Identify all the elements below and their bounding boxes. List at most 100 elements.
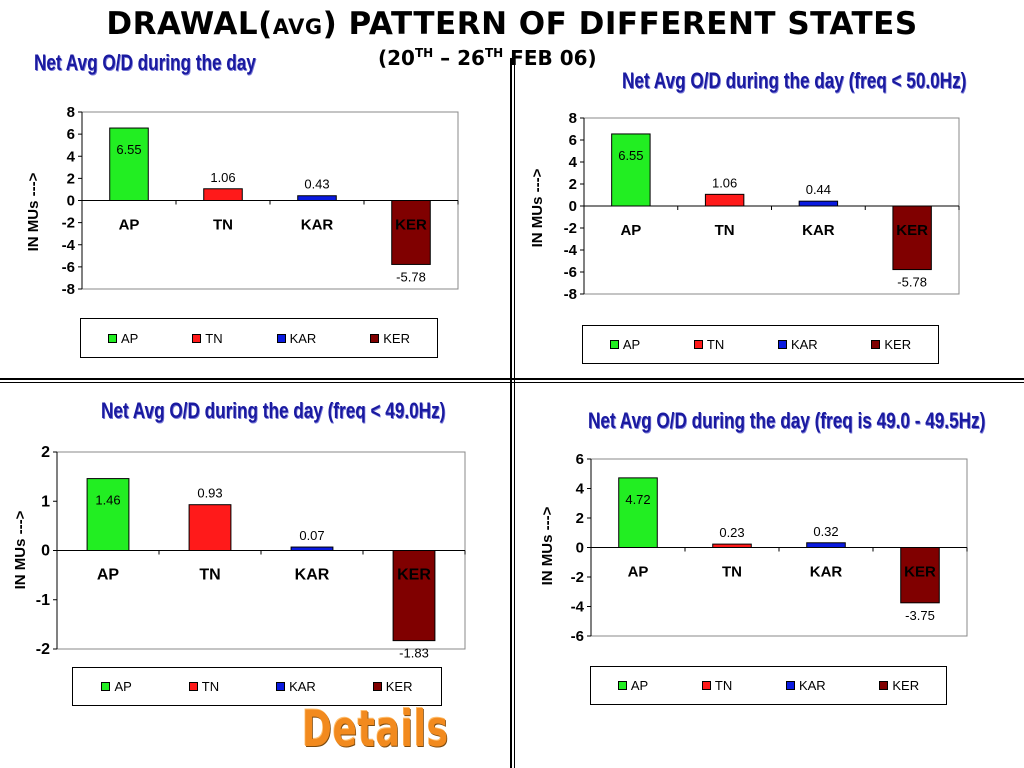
category-label-ker: KER xyxy=(397,567,431,584)
details-link[interactable]: Details xyxy=(302,700,449,758)
category-label-ker: KER xyxy=(395,217,427,234)
bar-ker xyxy=(892,205,932,271)
date-range: (20TH – 26TH FEB 06) xyxy=(378,46,597,70)
category-label-ker: KER xyxy=(896,222,928,239)
bar-tn xyxy=(712,543,752,548)
y-tick-label: -4 xyxy=(62,237,76,254)
bar-kar xyxy=(290,546,334,551)
y-tick-label: -6 xyxy=(564,264,577,281)
horizontal-divider-thin xyxy=(0,382,1024,383)
bar-tn xyxy=(203,188,243,201)
legend-swatch xyxy=(693,340,703,349)
y-tick-label: -1 xyxy=(36,592,50,609)
y-axis-label: IN MUs ---> xyxy=(539,506,556,585)
chart-3: 2 1 0 -1 -2 IN MUs ---> 1.46 AP 0.93 TN 0.07 KAR -1.… xyxy=(12,444,466,661)
legend-item-ker: KER xyxy=(370,331,410,346)
y-tick-label: 4 xyxy=(576,481,585,498)
y-tick-label: -6 xyxy=(62,259,75,276)
y-tick-label: -4 xyxy=(571,599,585,616)
vertical-divider-thin xyxy=(514,58,515,768)
y-tick-label: 0 xyxy=(569,198,577,215)
legend-label: KER xyxy=(884,337,912,352)
bar-kar xyxy=(297,195,337,202)
chart-2-title: Net Avg O/D during the day (freq < 50.0H… xyxy=(622,68,967,93)
bar-ap xyxy=(86,478,130,551)
category-label-tn: TN xyxy=(722,564,742,581)
legend-label: KAR xyxy=(289,330,317,346)
data-label-ker: -1.83 xyxy=(399,646,429,661)
y-tick-label: 4 xyxy=(569,154,578,171)
legend-swatch xyxy=(785,681,795,690)
category-label-kar: KAR xyxy=(810,564,843,581)
legend-swatch xyxy=(107,333,117,343)
page-title: DRAWAL(AVG) PATTERN OF DIFFERENT STATES xyxy=(106,6,918,42)
bar-ap xyxy=(109,127,149,201)
y-tick-label: 6 xyxy=(569,132,577,149)
legend-label: AP xyxy=(114,679,132,694)
y-tick-label: -4 xyxy=(564,242,578,259)
y-tick-label: -8 xyxy=(62,281,75,298)
data-label-ap: 6.55 xyxy=(116,142,141,157)
legend-item-ap: AP xyxy=(609,337,640,352)
title-avg-small-caps: AVG xyxy=(272,15,323,39)
y-axis-label: IN MUs ---> xyxy=(25,172,42,251)
data-label-ap: 4.72 xyxy=(625,492,650,507)
data-label-tn: 1.06 xyxy=(210,170,235,185)
legend-label: TN xyxy=(706,337,725,352)
bar-tn xyxy=(704,193,745,207)
data-label-ker: -3.75 xyxy=(905,608,935,623)
category-label-kar: KAR xyxy=(295,567,330,584)
y-tick-label: 8 xyxy=(67,104,75,121)
legend-swatch xyxy=(276,333,286,343)
chart-1-title: Net Avg O/D during the day xyxy=(34,50,256,75)
category-label-ap: AP xyxy=(119,217,140,234)
y-axis-label: IN MUs ---> xyxy=(12,510,29,589)
chart-1-legend: AP TN KAR KER xyxy=(80,318,438,358)
category-label-tn: TN xyxy=(199,567,220,584)
y-tick-label: 2 xyxy=(67,170,75,187)
legend-label: KER xyxy=(383,330,410,346)
chart-2: 8 6 4 2 0 -2 -4 -6 -8 IN MUs ---> 6.55 AP 1.06 TN 0.44… xyxy=(529,110,960,303)
legend-item-kar: KAR xyxy=(276,330,317,346)
legend-item-tn: TN xyxy=(192,330,223,346)
chart-4-legend: AP TN KAR KER xyxy=(590,666,947,705)
bar-ker xyxy=(392,550,436,642)
legend-label: AP xyxy=(630,678,649,693)
legend-swatch xyxy=(879,681,889,690)
horizontal-divider xyxy=(0,378,1024,380)
chart-2-legend: AP TN KAR KER xyxy=(582,325,939,364)
legend-label: TN xyxy=(205,330,223,346)
y-tick-label: 0 xyxy=(576,540,584,557)
legend-item-kar: KAR xyxy=(785,678,826,693)
legend-item-tn: TN xyxy=(693,337,725,352)
chart-3-title: Net Avg O/D during the day (freq < 49.0H… xyxy=(101,398,446,423)
legend-item-ker: KER xyxy=(871,337,911,352)
y-tick-label: 0 xyxy=(41,543,50,560)
y-tick-label: -8 xyxy=(564,286,577,303)
data-label-ker: -5.78 xyxy=(897,275,927,290)
category-label-ker: KER xyxy=(904,564,936,581)
y-tick-label: -2 xyxy=(564,220,577,237)
legend-label: KAR xyxy=(289,679,316,694)
legend-item-ker: KER xyxy=(879,678,919,693)
y-tick-label: -2 xyxy=(62,215,75,232)
legend-swatch xyxy=(372,682,382,691)
category-label-tn: TN xyxy=(715,222,735,239)
category-label-kar: KAR xyxy=(802,222,835,239)
y-axis-label: IN MUs ---> xyxy=(529,168,546,247)
bar-ker xyxy=(391,200,431,265)
legend-item-tn: TN xyxy=(188,679,219,694)
bar-kar xyxy=(806,542,846,548)
y-tick-label: -2 xyxy=(571,569,584,586)
legend-label: KAR xyxy=(798,678,826,693)
data-label-tn: 0.23 xyxy=(719,525,744,540)
vertical-divider xyxy=(510,58,512,768)
y-tick-label: -6 xyxy=(571,628,584,645)
bar-ap xyxy=(611,133,651,207)
category-label-ap: AP xyxy=(628,564,649,581)
data-label-tn: 0.93 xyxy=(197,486,222,501)
y-tick-label: -2 xyxy=(36,641,50,658)
y-tick-label: 6 xyxy=(576,451,584,468)
legend-item-ap: AP xyxy=(617,678,649,693)
data-label-ap: 6.55 xyxy=(618,148,643,163)
